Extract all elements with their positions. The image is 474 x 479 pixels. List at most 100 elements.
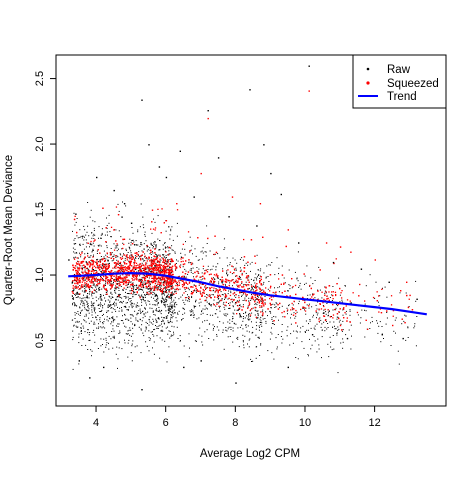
raw-point <box>90 301 92 303</box>
squeezed-point <box>135 265 137 267</box>
raw-point <box>194 290 196 292</box>
raw-point <box>165 247 167 249</box>
raw-point <box>165 296 167 298</box>
raw-point <box>332 335 334 336</box>
squeezed-point <box>166 277 168 279</box>
raw-point <box>271 352 273 354</box>
squeezed-point <box>332 314 335 316</box>
raw-point <box>414 323 416 325</box>
x-tick-label: 10 <box>299 417 311 429</box>
raw-point <box>131 360 133 362</box>
squeezed-point <box>203 290 205 292</box>
raw-point <box>286 310 288 312</box>
raw-point <box>204 308 206 310</box>
raw-point <box>98 304 100 306</box>
raw-point <box>154 265 156 267</box>
raw-point <box>91 261 93 263</box>
raw-point <box>170 230 172 232</box>
raw-point <box>145 287 147 289</box>
raw-point <box>196 340 197 342</box>
raw-point <box>94 307 96 309</box>
squeezed-point <box>108 265 110 267</box>
squeezed-point <box>154 227 157 229</box>
raw-point <box>159 286 161 288</box>
squeezed-point <box>318 318 320 320</box>
raw-point <box>282 316 284 318</box>
squeezed-point <box>155 264 158 266</box>
squeezed-point <box>224 295 226 298</box>
squeezed-point <box>76 287 78 289</box>
raw-point <box>252 326 254 328</box>
raw-point <box>91 244 93 246</box>
squeezed-point <box>231 265 233 267</box>
raw-point <box>231 320 233 322</box>
squeezed-point <box>140 283 142 285</box>
squeezed-point <box>95 266 97 269</box>
raw-point <box>113 330 115 332</box>
squeezed-point <box>183 292 185 294</box>
raw-point <box>219 310 221 312</box>
raw-point <box>175 290 177 292</box>
raw-point <box>226 272 228 274</box>
raw-point <box>170 286 172 288</box>
raw-point <box>91 314 93 316</box>
raw-point <box>135 294 137 295</box>
raw-point <box>156 304 158 306</box>
raw-point <box>269 338 271 340</box>
squeezed-point <box>81 278 84 280</box>
squeezed-point <box>144 275 147 278</box>
squeezed-point <box>197 290 199 292</box>
raw-point <box>73 289 75 291</box>
squeezed-point <box>147 267 149 269</box>
raw-point <box>118 248 119 250</box>
raw-point <box>173 299 175 301</box>
raw-point <box>165 298 167 300</box>
squeezed-point <box>79 293 81 295</box>
squeezed-point <box>149 269 151 271</box>
raw-point <box>129 247 131 249</box>
squeezed-point <box>95 278 97 281</box>
raw-point <box>161 326 163 328</box>
squeezed-point <box>168 273 170 275</box>
raw-point <box>189 310 191 312</box>
raw-point <box>234 269 236 271</box>
squeezed-point <box>150 275 152 277</box>
raw-point <box>156 295 158 297</box>
raw-point <box>163 302 165 304</box>
raw-point <box>136 244 138 246</box>
squeezed-point <box>193 278 195 280</box>
squeezed-point <box>140 286 143 288</box>
squeezed-point <box>151 281 154 284</box>
raw-point <box>249 313 251 315</box>
squeezed-point <box>159 277 162 279</box>
raw-point <box>270 312 272 314</box>
raw-point <box>136 345 138 347</box>
squeezed-point <box>210 273 212 275</box>
raw-point <box>184 275 185 277</box>
raw-point <box>166 257 167 259</box>
raw-point <box>255 273 257 275</box>
squeezed-point <box>149 286 151 288</box>
squeezed-point <box>258 301 261 303</box>
raw-point <box>83 278 85 280</box>
raw-point <box>168 310 170 312</box>
raw-point <box>171 282 173 284</box>
raw-point <box>268 281 270 282</box>
raw-point <box>89 246 90 248</box>
raw-point <box>156 310 158 312</box>
raw-point <box>116 245 118 247</box>
squeezed-point <box>86 280 88 283</box>
squeezed-point <box>145 285 147 288</box>
squeezed-point <box>161 208 163 210</box>
raw-point <box>80 327 82 329</box>
raw-point <box>123 306 125 308</box>
raw-point <box>399 292 401 294</box>
raw-point <box>183 308 185 310</box>
raw-point <box>167 306 169 308</box>
squeezed-point <box>257 294 259 296</box>
raw-point <box>156 328 158 329</box>
raw-point <box>107 304 109 306</box>
raw-point <box>208 303 210 305</box>
squeezed-point <box>376 291 378 293</box>
squeezed-point <box>132 256 134 258</box>
